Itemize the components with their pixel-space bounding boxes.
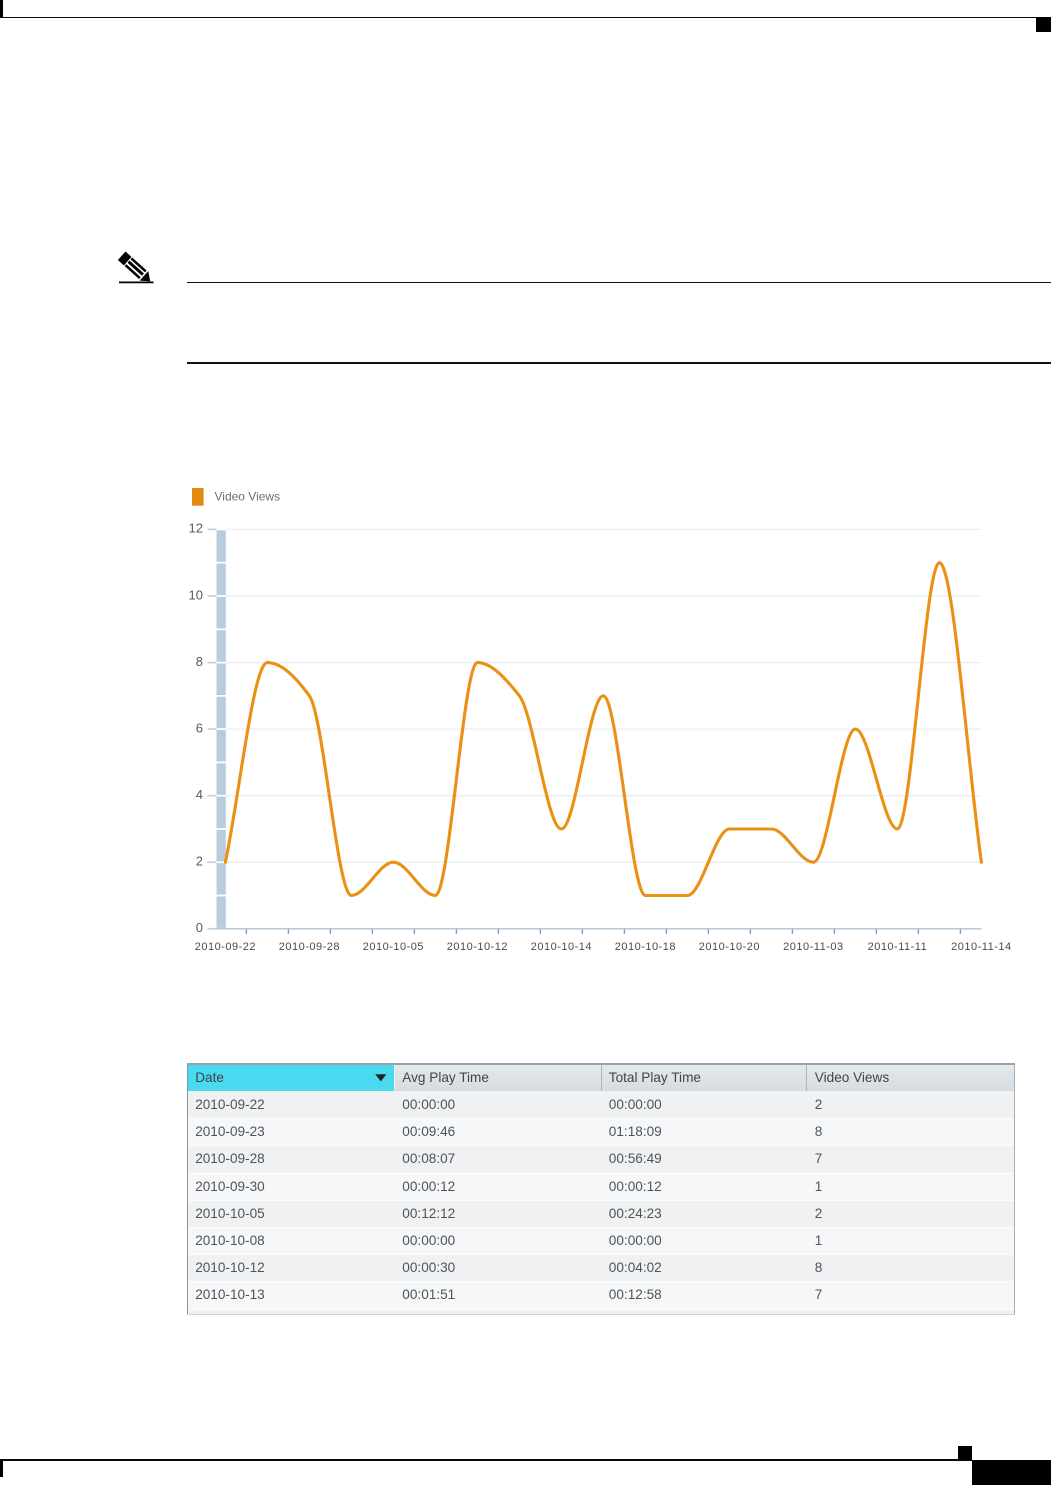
svg-text:2010-10-12: 2010-10-12 [447, 941, 508, 953]
svg-text:0: 0 [196, 920, 203, 935]
svg-text:4: 4 [196, 787, 203, 802]
svg-text:2010-10-18: 2010-10-18 [615, 941, 676, 953]
svg-text:2010-10-05: 2010-10-05 [363, 941, 424, 953]
svg-text:2010-09-28: 2010-09-28 [279, 941, 340, 953]
svg-text:2010-09-22: 2010-09-22 [195, 941, 256, 953]
svg-text:8: 8 [196, 654, 203, 669]
svg-text:2010-10-20: 2010-10-20 [699, 941, 760, 953]
svg-text:Video Views: Video Views [215, 490, 281, 504]
svg-text:12: 12 [189, 521, 203, 536]
svg-text:2010-11-03: 2010-11-03 [783, 941, 843, 953]
svg-text:2010-11-14: 2010-11-14 [951, 941, 1011, 953]
svg-text:2: 2 [196, 854, 203, 869]
svg-text:10: 10 [189, 587, 203, 602]
svg-text:2010-10-14: 2010-10-14 [531, 941, 592, 953]
svg-text:2010-11-11: 2010-11-11 [868, 941, 928, 953]
svg-text:6: 6 [196, 720, 203, 735]
